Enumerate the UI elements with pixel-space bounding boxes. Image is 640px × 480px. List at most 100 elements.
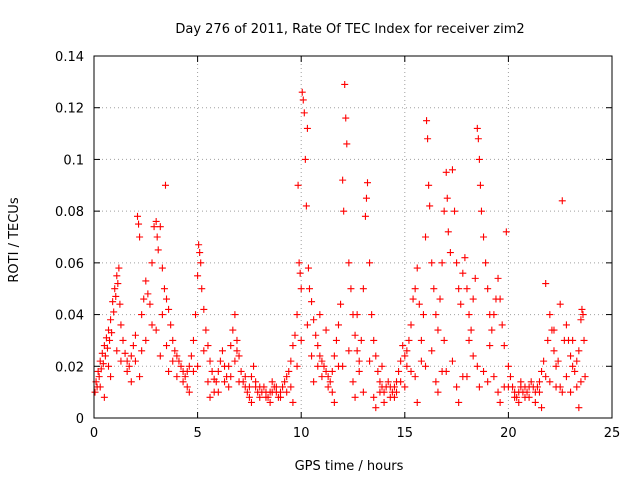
data-point — [298, 88, 306, 96]
data-point — [268, 388, 276, 396]
data-point — [538, 404, 546, 412]
data-point — [407, 367, 415, 375]
data-point — [535, 378, 543, 386]
data-point — [202, 326, 210, 334]
data-point — [163, 295, 171, 303]
data-point — [210, 388, 218, 396]
data-point — [299, 96, 307, 104]
data-point — [370, 336, 378, 344]
data-point — [106, 336, 114, 344]
data-point — [305, 285, 313, 293]
data-point — [426, 202, 434, 210]
data-point — [138, 347, 146, 355]
data-point — [227, 373, 235, 381]
data-point — [465, 336, 473, 344]
data-point — [101, 352, 109, 360]
data-point — [111, 285, 119, 293]
data-point — [295, 259, 303, 267]
data-point — [250, 362, 258, 370]
data-point — [144, 290, 152, 298]
data-point — [546, 378, 554, 386]
y-tick-label: 0.12 — [55, 102, 84, 117]
data-point — [328, 388, 336, 396]
data-point — [422, 233, 430, 241]
data-point — [494, 388, 502, 396]
data-point — [112, 292, 120, 300]
data-point — [326, 378, 334, 386]
data-point — [165, 367, 173, 375]
data-point — [231, 311, 239, 319]
data-point — [173, 373, 181, 381]
data-point — [567, 352, 575, 360]
data-point — [415, 300, 423, 308]
data-point — [423, 117, 431, 125]
data-point — [287, 357, 295, 365]
data-point — [136, 233, 144, 241]
data-point — [575, 404, 583, 412]
data-point — [195, 241, 203, 249]
data-point — [533, 383, 541, 391]
data-point — [567, 388, 575, 396]
data-point — [167, 321, 175, 329]
data-point — [477, 207, 485, 215]
data-point — [469, 352, 477, 360]
data-point — [123, 367, 131, 375]
x-tick-label: 15 — [397, 426, 414, 441]
data-point — [152, 217, 160, 225]
data-point — [390, 383, 398, 391]
data-point — [432, 378, 440, 386]
data-point — [208, 367, 216, 375]
data-point — [428, 347, 436, 355]
data-point — [245, 393, 253, 401]
data-point — [177, 362, 185, 370]
data-point — [351, 393, 359, 401]
data-point — [562, 321, 570, 329]
data-point — [163, 342, 171, 350]
data-point — [511, 393, 519, 401]
data-point — [127, 378, 135, 386]
data-point — [434, 326, 442, 334]
data-point — [506, 373, 514, 381]
data-point — [580, 336, 588, 344]
data-point — [355, 367, 363, 375]
data-point — [103, 344, 111, 352]
data-point — [200, 347, 208, 355]
data-point — [316, 311, 324, 319]
data-point — [181, 373, 189, 381]
data-point — [544, 336, 552, 344]
data-point — [361, 212, 369, 220]
y-tick-label: 0.1 — [63, 153, 84, 168]
data-point — [465, 311, 473, 319]
data-point — [440, 207, 448, 215]
data-point — [173, 352, 181, 360]
data-point — [411, 373, 419, 381]
data-point — [279, 383, 287, 391]
data-point — [542, 373, 550, 381]
data-point — [316, 352, 324, 360]
data-point — [353, 347, 361, 355]
data-point — [535, 388, 543, 396]
data-point — [262, 393, 270, 401]
data-point — [252, 383, 260, 391]
data-point — [558, 388, 566, 396]
data-point — [451, 207, 459, 215]
data-point — [577, 316, 585, 324]
y-tick-label: 0.14 — [55, 50, 84, 65]
data-point — [378, 362, 386, 370]
data-point — [289, 342, 297, 350]
data-point — [314, 342, 322, 350]
data-point — [405, 336, 413, 344]
data-point — [227, 342, 235, 350]
data-point — [107, 316, 115, 324]
data-point — [148, 259, 156, 267]
data-point — [218, 347, 226, 355]
data-point — [324, 373, 332, 381]
data-point — [341, 80, 349, 88]
data-point — [212, 378, 220, 386]
data-point — [153, 233, 161, 241]
data-point — [310, 316, 318, 324]
data-point — [347, 285, 355, 293]
data-point — [322, 326, 330, 334]
data-point — [486, 342, 494, 350]
data-point — [247, 373, 255, 381]
